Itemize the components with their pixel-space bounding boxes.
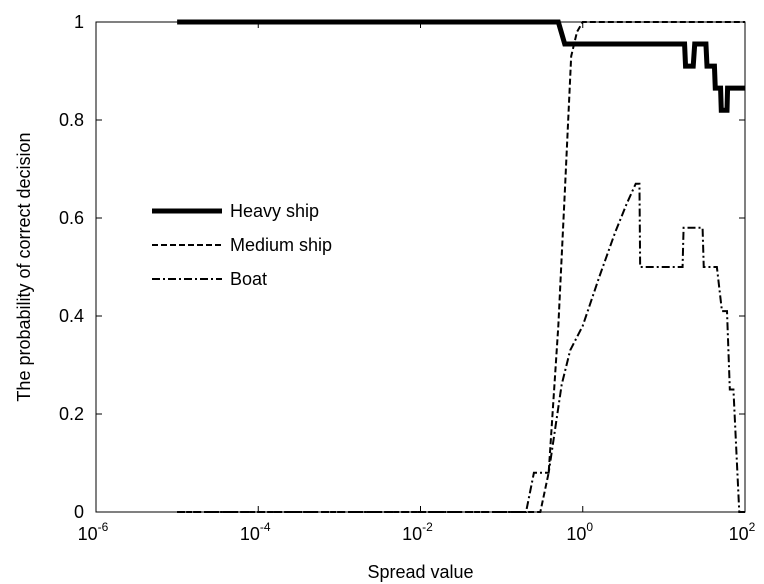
x-axis-label: Spread value [367, 562, 473, 582]
legend-label: Boat [230, 269, 267, 289]
y-tick-label: 0.4 [59, 306, 84, 326]
series-line-boat [177, 182, 745, 513]
legend: Heavy ship Medium ship Boat [152, 201, 332, 289]
x-tick-label: 100 [566, 520, 593, 544]
x-tick-label: 10-4 [240, 520, 271, 544]
x-tick-label: 102 [729, 520, 756, 544]
y-axis-label: The probability of correct decision [14, 132, 34, 401]
series-line-medium-ship [177, 21, 745, 513]
x-tick-label: 10-6 [78, 520, 109, 544]
legend-label: Heavy ship [230, 201, 319, 221]
legend-label: Medium ship [230, 235, 332, 255]
x-tick-label: 10-2 [402, 520, 433, 544]
y-tick-label: 0 [74, 502, 84, 522]
series-line-heavy-ship [177, 19, 745, 113]
y-tick-label: 0.8 [59, 110, 84, 130]
series-layer [177, 19, 745, 513]
y-tick-label: 1 [74, 12, 84, 32]
y-tick-label: 0.2 [59, 404, 84, 424]
tick-layer: 10-6 10-4 10-2 100 102 0 0.2 0.4 0.6 0.8 1 [59, 12, 756, 544]
y-tick-label: 0.6 [59, 208, 84, 228]
